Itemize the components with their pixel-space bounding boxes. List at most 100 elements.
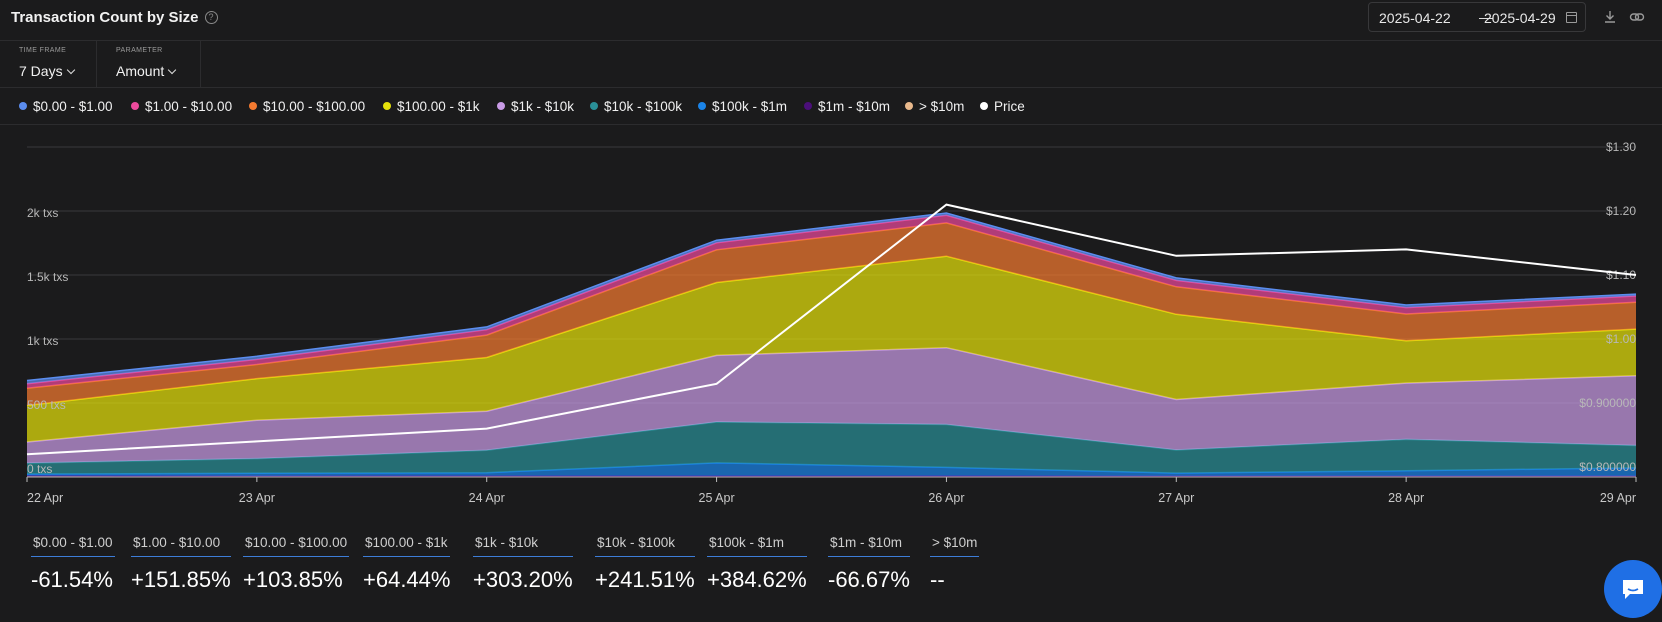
legend-dot [383, 102, 391, 110]
date-range-picker[interactable]: 2025-04-22 — 2025-04-29 [1368, 2, 1586, 32]
legend-dot [698, 102, 706, 110]
legend-item[interactable]: $1m - $10m [804, 99, 890, 114]
area-edge-1k-10k [26, 346, 1637, 443]
stat-label: $1.00 - $10.00 [131, 535, 231, 557]
legend-label: $1k - $10k [511, 99, 575, 114]
timeframe-value: 7 Days [19, 63, 63, 79]
legend-item[interactable]: $100k - $1m [698, 99, 787, 114]
date-separator: — [1479, 9, 1493, 25]
link-icon[interactable] [1628, 8, 1646, 26]
chevron-down-icon [66, 65, 75, 75]
stat-label: $1m - $10m [828, 535, 910, 557]
legend-dot [19, 102, 27, 110]
timeframe-selector[interactable]: TIME FRAME 7 Days [0, 40, 97, 87]
timeframe-label: TIME FRAME [19, 47, 67, 54]
stat-item: $1k - $10k +303.20% [473, 535, 573, 593]
y-right-tick-label: $0.800000 [1579, 460, 1636, 474]
stat-item: $1.00 - $10.00 +151.85% [131, 535, 231, 593]
legend-dot [905, 102, 913, 110]
x-tick-label: 25 Apr [699, 491, 735, 505]
parameter-selector[interactable]: PARAMETER Amount [97, 40, 201, 87]
legend-item[interactable]: $10k - $100k [590, 99, 682, 114]
page-title: Transaction Count by Size? [11, 9, 218, 26]
legend-label: $100.00 - $1k [397, 99, 480, 114]
legend-label: > $10m [919, 99, 965, 114]
stat-label: $100k - $1m [707, 535, 807, 557]
legend-label: $1m - $10m [818, 99, 891, 114]
x-tick-label: 27 Apr [1158, 491, 1194, 505]
legend-item[interactable]: $1k - $10k [497, 99, 574, 114]
legend-item[interactable]: $1.00 - $10.00 [131, 99, 232, 114]
legend-label: $0.00 - $1.00 [33, 99, 113, 114]
legend-item[interactable]: $10.00 - $100.00 [249, 99, 365, 114]
stat-item: $10k - $100k +241.51% [595, 535, 695, 593]
area-10k-100k [27, 422, 1636, 474]
stat-item: $100.00 - $1k +64.44% [363, 535, 451, 593]
stat-value: -66.67% [828, 567, 910, 592]
legend-item[interactable]: $100.00 - $1k [383, 99, 480, 114]
y-left-tick-label: 2k txs [27, 206, 58, 220]
price-line [26, 203, 1637, 456]
chart-controls: TIME FRAME 7 Days PARAMETER Amount [0, 40, 1662, 88]
stat-label: $10.00 - $100.00 [243, 535, 350, 557]
date-end[interactable]: 2025-04-29 [1484, 10, 1556, 26]
y-left-tick-label: 1.5k txs [27, 270, 68, 284]
chart-header: Transaction Count by Size? 2025-04-22 — … [0, 0, 1662, 41]
page-title-text: Transaction Count by Size [11, 9, 199, 26]
legend-label: $10k - $100k [604, 99, 683, 114]
legend-label: $100k - $1m [712, 99, 788, 114]
stat-label: $100.00 - $1k [363, 535, 451, 557]
x-tick-label: 28 Apr [1388, 491, 1424, 505]
stat-item: $100k - $1m +384.62% [707, 535, 807, 593]
calendar-icon[interactable] [1566, 12, 1577, 23]
download-icon[interactable] [1601, 8, 1619, 26]
parameter-dropdown[interactable]: Amount [116, 63, 177, 79]
stat-item: $0.00 - $1.00 -61.54% [31, 535, 115, 593]
legend-item[interactable]: Price [980, 99, 1025, 114]
stat-item: > $10m -- [930, 535, 980, 593]
legend-label: $10.00 - $100.00 [263, 99, 366, 114]
parameter-label: PARAMETER [116, 47, 163, 54]
x-tick-label: 29 Apr [1600, 491, 1636, 505]
timeframe-dropdown[interactable]: 7 Days [19, 63, 75, 79]
y-right-tick-label: $1.20 [1606, 204, 1636, 218]
legend-dot [497, 102, 505, 110]
stat-value: +384.62% [707, 567, 807, 592]
legend-dot [590, 102, 598, 110]
area-0-00-1-00 [27, 213, 1636, 384]
y-right-tick-label: $1.00 [1606, 332, 1636, 346]
stat-value: +241.51% [595, 567, 695, 592]
x-tick-label: 23 Apr [239, 491, 275, 505]
y-left-tick-label: 1k txs [27, 334, 58, 348]
area-1k-10k [27, 347, 1636, 464]
legend-dot [249, 102, 257, 110]
stat-label: > $10m [930, 535, 980, 557]
x-tick-label: 26 Apr [928, 491, 964, 505]
y-right-tick-label: $1.30 [1606, 140, 1636, 154]
y-left-tick-label: 0 txs [27, 462, 52, 476]
area-edge-10-00-100-00 [26, 222, 1637, 389]
stat-label: $0.00 - $1.00 [31, 535, 115, 557]
stat-item: $10.00 - $100.00 +103.85% [243, 535, 350, 593]
area-edge-0-00-1-00 [26, 212, 1637, 382]
stat-value: +151.85% [131, 567, 231, 592]
date-start[interactable]: 2025-04-22 [1379, 10, 1451, 26]
stat-value: +103.85% [243, 567, 343, 592]
stacked-area-chart: 0 txs 500 txs 1k txs 1.5k txs 2k txs $0.80000… [26, 140, 1637, 505]
chat-button[interactable] [1604, 560, 1662, 618]
area-1-00-10-00 [27, 215, 1636, 389]
legend-item[interactable]: > $10m [905, 99, 964, 114]
help-icon[interactable]: ? [204, 11, 218, 24]
legend-dot [804, 102, 812, 110]
chart-legend: $0.00 - $1.00 $1.00 - $10.00 $10.00 - $1… [0, 88, 1662, 125]
area-10-00-100-00 [27, 222, 1636, 406]
stat-value: -61.54% [31, 567, 113, 592]
stat-item: $1m - $10m -66.67% [828, 535, 910, 593]
legend-item[interactable]: $0.00 - $1.00 [19, 99, 113, 114]
y-right-tick-label: $0.900000 [1579, 396, 1636, 410]
legend-label: Price [994, 99, 1025, 114]
area-100-00-1k [27, 256, 1636, 442]
parameter-value: Amount [116, 63, 165, 79]
stat-label: $1k - $10k [473, 535, 573, 557]
y-left-tick-label: 500 txs [27, 398, 66, 412]
